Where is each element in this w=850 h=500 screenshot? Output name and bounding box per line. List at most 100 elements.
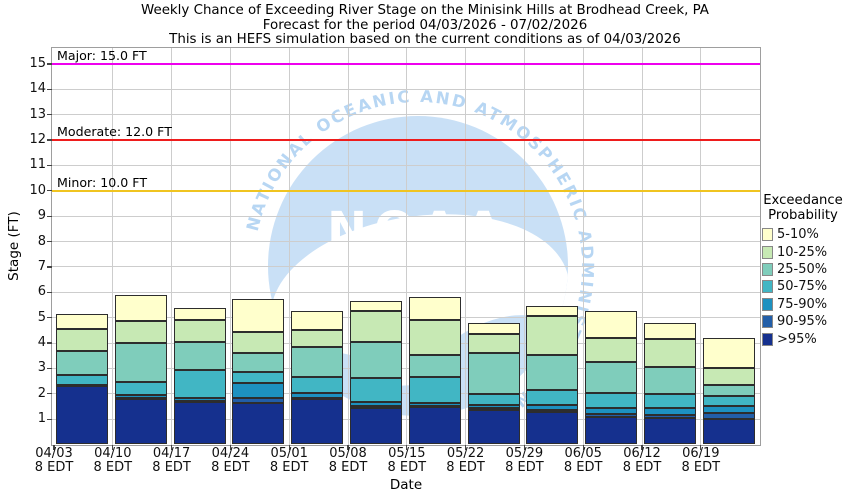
bar-segment-04/17->95% — [173, 402, 226, 445]
gridline-horizontal — [52, 393, 760, 395]
x-tick — [465, 445, 467, 450]
gridline-vertical — [406, 48, 408, 445]
x-tick — [641, 445, 643, 450]
x-tick — [700, 445, 702, 450]
y-tick-label: 3 — [37, 360, 46, 376]
gridline-horizontal — [52, 367, 760, 369]
legend-swatch-50-75% — [762, 280, 773, 294]
x-tick-label-time: 8 EDT — [446, 459, 485, 475]
bar-segment-04/17-90-95% — [173, 400, 226, 403]
bar-segment-05/01->95% — [291, 399, 344, 445]
bar-segment-04/10-90-95% — [114, 398, 167, 401]
x-tick-label-date: 06/05 — [564, 446, 602, 461]
bar-segment-04/03-5-10% — [56, 313, 108, 330]
bar-segment-05/15-50-75% — [408, 376, 461, 404]
bar-segment-04/10-25-50% — [114, 342, 167, 382]
x-tick-label-time: 8 EDT — [269, 459, 309, 475]
y-tick-label: 14 — [29, 81, 46, 97]
y-tick-label: 4 — [37, 335, 46, 351]
gridline-horizontal — [52, 215, 760, 217]
x-tick-label-time: 8 EDT — [328, 459, 368, 475]
y-tick — [47, 393, 52, 395]
y-tick — [47, 240, 52, 243]
x-tick-label-time: 8 EDT — [211, 459, 250, 475]
bar-segment-04/24-90-95% — [232, 398, 285, 404]
bar-segment-05/08-50-75% — [350, 378, 402, 402]
bar-segment-04/03->95% — [56, 385, 108, 445]
threshold-label-minor: Minor: 10.0 FT — [57, 174, 148, 190]
y-tick-label: 13 — [29, 106, 46, 122]
legend-label: >95% — [777, 331, 817, 347]
x-tick-label-time: 8 EDT — [152, 459, 191, 475]
y-tick — [47, 291, 52, 293]
gridline-horizontal — [52, 291, 760, 293]
x-tick-label-time: 8 EDT — [387, 459, 427, 475]
legend-label: 75-90% — [777, 296, 828, 312]
bar-segment-05/15-25-50% — [408, 355, 461, 377]
bar-segment-05/01-25-50% — [291, 346, 344, 377]
gridline-horizontal — [52, 164, 760, 166]
x-tick — [229, 445, 231, 450]
x-tick-label-date: 05/29 — [505, 446, 544, 461]
gridline-vertical — [700, 48, 702, 445]
legend: Exceedance Probability 5-10% 10-25% 25-50%… — [756, 193, 850, 348]
legend-entry-75-90%: 75-90% — [756, 296, 850, 313]
bar-segment-05/08-90-95% — [350, 405, 402, 408]
bar-segment-06/19-90-95% — [702, 412, 755, 420]
bar-segment-06/12-25-50% — [644, 366, 696, 394]
bar-segment-05/22-50-75% — [467, 393, 520, 405]
y-tick — [47, 342, 52, 344]
y-tick-label: 7 — [37, 258, 46, 274]
x-tick-label-time: 8 EDT — [505, 459, 544, 475]
bar-segment-05/29-75-90% — [526, 404, 579, 411]
gridline-horizontal — [52, 241, 760, 243]
y-tick — [47, 418, 52, 420]
bar-segment-05/08-25-50% — [350, 341, 402, 379]
x-tick — [523, 445, 525, 450]
y-tick — [47, 367, 52, 369]
x-tick-label-date: 04/10 — [94, 446, 132, 461]
gridline-vertical — [582, 48, 584, 445]
legend-title-line1: Exceedance — [763, 193, 843, 208]
threshold-line-minor — [52, 190, 760, 192]
bar-segment-06/19->95% — [702, 419, 755, 445]
y-tick — [47, 63, 52, 65]
gridline-vertical — [347, 48, 349, 445]
x-tick — [171, 445, 173, 450]
legend-swatch-75-90% — [762, 297, 773, 311]
bar-segment-04/03-25-50% — [56, 350, 108, 376]
y-tick — [47, 114, 52, 116]
legend-entry-25-50%: 25-50% — [756, 261, 850, 278]
bar-segment-04/10-10-25% — [114, 320, 167, 343]
gridline-vertical — [288, 48, 290, 445]
bar-segment-05/08-5-10% — [350, 301, 402, 312]
y-tick — [47, 164, 52, 167]
bar-segment-06/05-90-95% — [585, 414, 638, 417]
bar-segment-04/10-75-90% — [114, 395, 167, 399]
threshold-label-moderate: Moderate: 12.0 FT — [57, 124, 172, 140]
bar-segment-05/08->95% — [350, 407, 402, 445]
bar-segment-04/17-5-10% — [173, 308, 226, 321]
bar-segment-05/15-90-95% — [408, 406, 461, 409]
bar-segment-05/15-10-25% — [408, 320, 461, 356]
gridline-horizontal — [52, 266, 760, 268]
bar-segment-04/24-25-50% — [232, 352, 285, 372]
legend-entry->95%: >95% — [756, 330, 850, 347]
bar-segment-05/29-25-50% — [526, 355, 579, 390]
gridline-vertical — [465, 48, 467, 445]
bar-segment-04/10-50-75% — [114, 381, 167, 396]
x-tick-label-date: 06/12 — [623, 446, 661, 461]
bar-segment-05/15->95% — [408, 407, 461, 445]
legend-title-line2: Probability — [768, 207, 838, 223]
bar-segment-04/17-75-90% — [173, 398, 226, 401]
legend-label: 5-10% — [777, 227, 819, 243]
bar-segment-05/22-10-25% — [467, 334, 520, 353]
x-tick-label-time: 8 EDT — [34, 459, 74, 475]
legend-entry-50-75%: 50-75% — [756, 278, 850, 295]
y-tick-label: 6 — [37, 284, 46, 300]
bar-segment-06/12-75-90% — [644, 408, 696, 416]
bar-segment-06/05-25-50% — [585, 361, 638, 394]
bar-segment-04/17-10-25% — [173, 320, 226, 343]
bar-segment-05/15-75-90% — [408, 403, 461, 407]
